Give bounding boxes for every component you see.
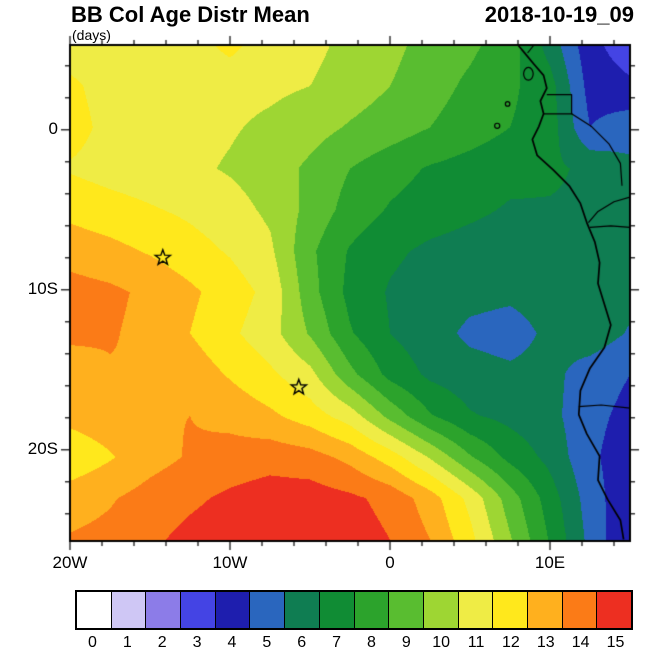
- colorbar-cell: [527, 592, 563, 628]
- colorbar-tick-label: 13: [536, 634, 555, 651]
- colorbar-cell: [458, 592, 494, 628]
- colorbar-cell: [181, 592, 216, 628]
- x-axis-tick-label: 10W: [212, 553, 248, 572]
- colorbar-cell: [562, 592, 598, 628]
- colorbar-cell: [597, 592, 631, 628]
- colorbar-cell: [493, 592, 528, 628]
- y-axis-tick-label: 10S: [27, 279, 58, 298]
- colorbar-tick-label: 9: [401, 634, 411, 651]
- colorbar-tick-label: 12: [502, 634, 520, 651]
- colorbar-cell: [111, 592, 147, 628]
- colorbar-cell: [285, 592, 320, 628]
- y-axis-tick-label: 0: [48, 119, 58, 138]
- colorbar-cell: [146, 592, 182, 628]
- colorbar-tick-label: 10: [432, 634, 451, 651]
- colorbar-tick-label: 4: [227, 634, 237, 651]
- colorbar-tick-label: 5: [262, 634, 272, 651]
- colorbar-cell: [389, 592, 424, 628]
- colorbar-tick-label: 2: [157, 634, 167, 651]
- colorbar-tick-label: 14: [571, 634, 590, 651]
- colorbar-tick-label: 3: [192, 634, 202, 651]
- colorbar-tick-label: 0: [87, 634, 97, 651]
- colorbar-tick-label: 1: [122, 634, 132, 651]
- colorbar-tick-label: 8: [366, 634, 376, 651]
- colorbar-cell: [77, 592, 112, 628]
- colorbar-labels: 0 1 2 3 4 5 6 7 8 9 10 11 12 13 14 15: [75, 634, 633, 652]
- colorbar-tick-label: 6: [297, 634, 307, 651]
- colorbar-cell: [319, 592, 355, 628]
- colorbar: [75, 590, 633, 630]
- colorbar-tick-label: 11: [467, 634, 485, 651]
- x-axis-tick-label: 0: [385, 553, 395, 572]
- y-axis-tick-label: 20S: [27, 439, 58, 458]
- x-axis-tick-label: 20W: [52, 553, 88, 572]
- colorbar-cell: [423, 592, 459, 628]
- colorbar-tick-label: 15: [606, 634, 625, 651]
- colorbar-cell: [250, 592, 286, 628]
- colorbar-tick-label: 7: [332, 634, 342, 651]
- colorbar-cell: [354, 592, 390, 628]
- colorbar-cell: [215, 592, 251, 628]
- x-axis-tick-label: 10E: [534, 553, 566, 572]
